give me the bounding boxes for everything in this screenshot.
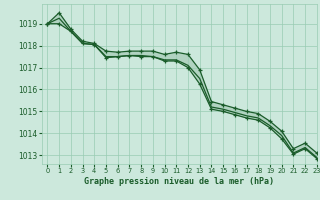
- X-axis label: Graphe pression niveau de la mer (hPa): Graphe pression niveau de la mer (hPa): [84, 177, 274, 186]
